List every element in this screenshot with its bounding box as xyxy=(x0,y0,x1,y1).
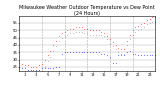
Title: Milwaukee Weather Outdoor Temperature vs Dew Point (24 Hours): Milwaukee Weather Outdoor Temperature vs… xyxy=(19,5,155,16)
